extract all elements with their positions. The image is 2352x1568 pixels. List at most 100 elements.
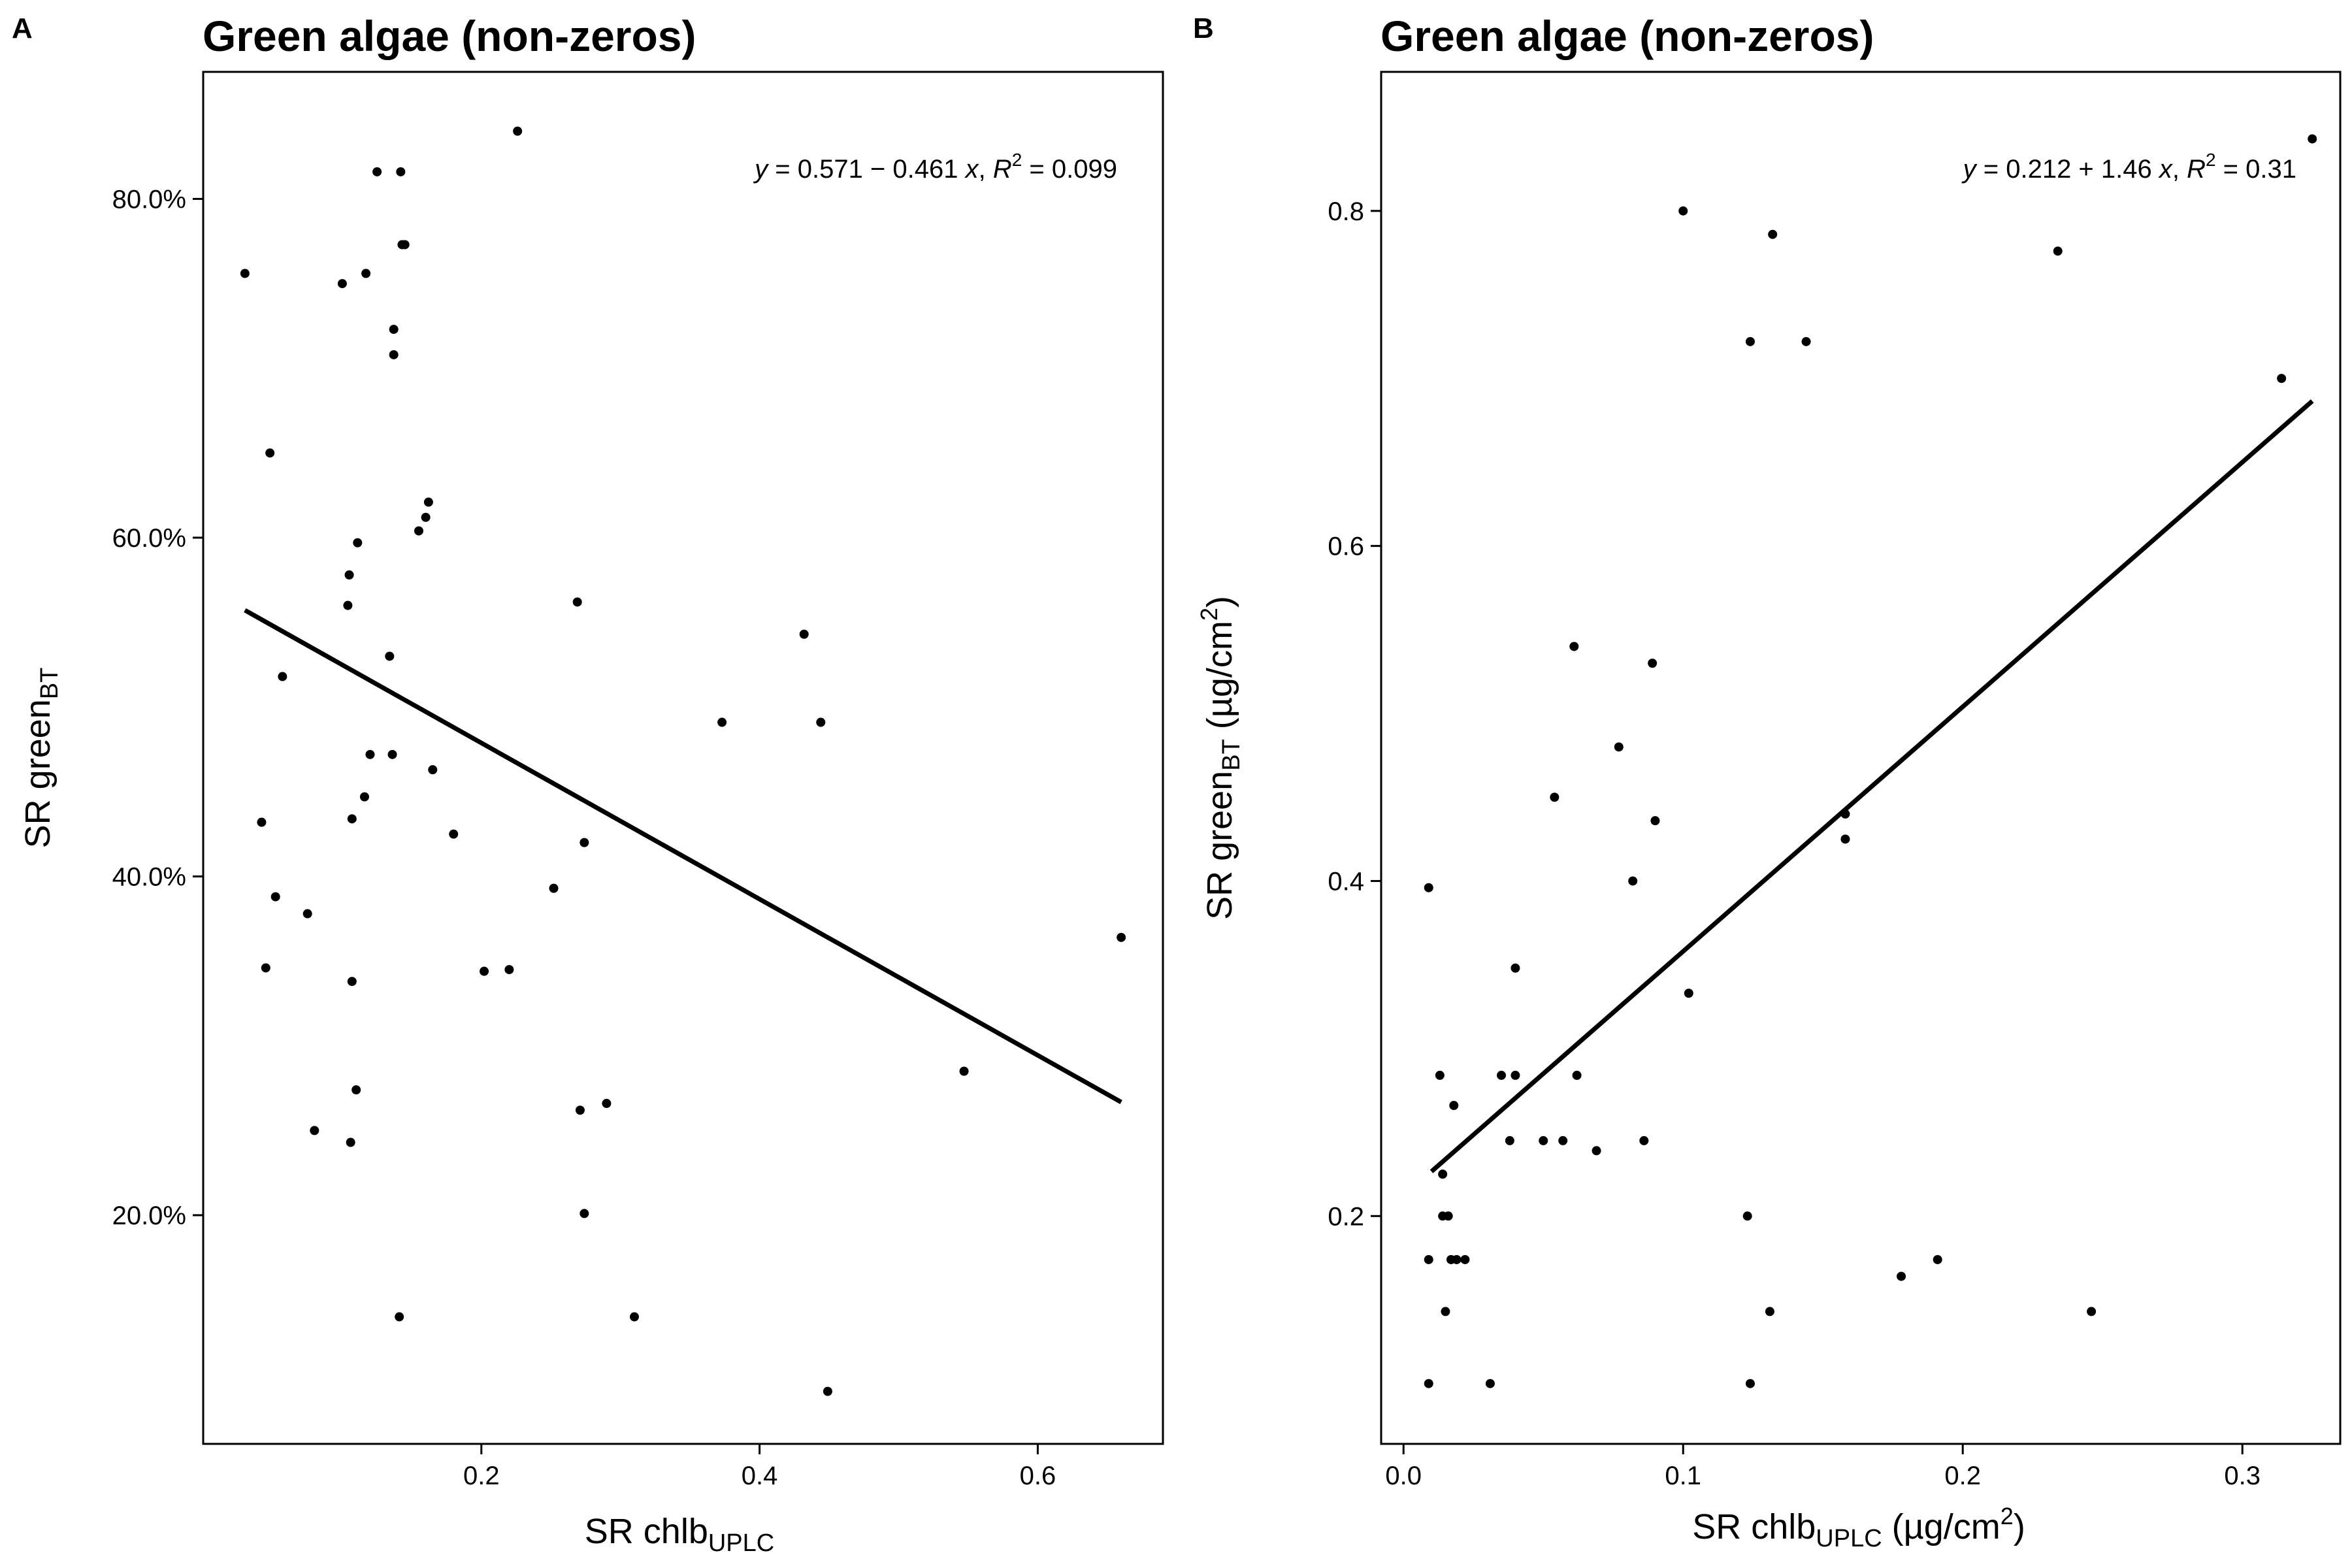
data-point (372, 167, 382, 176)
x-tick-label: 0.1 (1665, 1462, 1701, 1490)
data-point (278, 672, 287, 681)
data-point (1684, 988, 1693, 998)
data-point (265, 448, 275, 458)
x-tick-label: 0.6 (1020, 1462, 1056, 1490)
data-point (449, 829, 459, 839)
data-point (513, 126, 523, 136)
plot-frame (1380, 71, 2342, 1445)
data-point (1742, 1211, 1752, 1221)
data-point (1648, 659, 1658, 668)
data-point (270, 892, 280, 902)
y-tick-label: 80.0% (112, 185, 186, 214)
data-point (337, 279, 347, 289)
data-point (1424, 1254, 1433, 1264)
data-point (365, 749, 375, 759)
data-point (240, 269, 250, 278)
y-tick-label: 0.4 (1328, 867, 1364, 896)
data-point (395, 1312, 404, 1322)
data-point (1678, 206, 1688, 216)
data-point (1572, 1070, 1582, 1080)
data-point (361, 269, 371, 278)
data-point (1443, 1211, 1453, 1221)
x-axis-label: SR chlbUPLC (µg/cm2) (1692, 1503, 2025, 1552)
data-point (1511, 963, 1520, 973)
data-point (1485, 1379, 1495, 1388)
x-axis-label: SR chlbUPLC (585, 1512, 774, 1557)
data-point (1497, 1070, 1507, 1080)
data-point (353, 538, 363, 547)
data-point (2087, 1307, 2097, 1316)
data-point (1897, 1271, 1906, 1281)
data-point (575, 1105, 585, 1115)
x-tick-label: 0.3 (2224, 1462, 2261, 1490)
data-point (717, 717, 727, 727)
x-tick-label: 0.2 (1944, 1462, 1981, 1490)
data-point (2053, 246, 2063, 256)
data-point (572, 597, 582, 607)
data-point (580, 1209, 589, 1218)
data-point (799, 629, 809, 639)
data-point (400, 240, 410, 250)
data-point (1441, 1307, 1450, 1316)
data-point (346, 1137, 355, 1147)
data-point (1505, 1135, 1514, 1145)
data-point (1768, 229, 1778, 239)
fit-line-group (1429, 399, 2314, 1173)
data-point (347, 977, 357, 987)
data-point (1511, 1070, 1520, 1080)
regression-annotation: y = 0.571 − 0.461 x, R2 = 0.099 (753, 150, 1117, 184)
data-point (1449, 1101, 1459, 1111)
x-tick-label: 0.4 (742, 1462, 778, 1490)
data-point (261, 963, 270, 973)
data-point (1424, 1379, 1433, 1388)
data-point (1424, 883, 1433, 892)
data-point (2308, 134, 2317, 144)
x-tick-label: 0.2 (463, 1462, 500, 1490)
y-axis-label: SR greenBT (18, 668, 63, 849)
data-point (1745, 1379, 1755, 1388)
panel-label: B (1193, 12, 1214, 44)
fit-line-group (244, 608, 1122, 1105)
axes: 0.2 0.4 0.6 20.0% 40.0% 60.0% 80.0% (112, 185, 1056, 1490)
data-point (385, 651, 395, 661)
panel-a: A Green algae (non-zeros) 0.2 0.4 0.6 20.0%… (12, 12, 1164, 1557)
y-tick-label: 0.6 (1328, 532, 1364, 561)
data-point (1460, 1254, 1470, 1264)
y-tick-label: 60.0% (112, 524, 186, 553)
data-point (602, 1098, 612, 1108)
data-point (1745, 336, 1755, 346)
data-point (959, 1066, 969, 1076)
points (240, 126, 1126, 1396)
data-point (549, 883, 559, 893)
data-point (1452, 1254, 1462, 1264)
data-point (389, 325, 399, 335)
data-point (1628, 876, 1638, 886)
data-point (1550, 792, 1560, 802)
y-tick-label: 0.2 (1328, 1202, 1364, 1231)
y-tick-label: 20.0% (112, 1201, 186, 1230)
data-point (428, 765, 438, 775)
data-point (343, 600, 353, 610)
data-point (347, 814, 357, 824)
y-tick-label: 0.8 (1328, 197, 1364, 226)
data-point (1639, 1135, 1649, 1145)
data-point (1614, 742, 1624, 752)
data-point (423, 497, 433, 507)
panel-b: B Green algae (non-zeros) 0.0 0.1 0.2 0.3 0.… (1193, 12, 2342, 1552)
data-point (2277, 374, 2287, 384)
fit-line (244, 608, 1122, 1105)
data-point (1569, 642, 1579, 651)
data-point (1539, 1135, 1548, 1145)
data-point (257, 817, 267, 827)
x-tick-label: 0.0 (1385, 1462, 1422, 1490)
data-point (1840, 809, 1850, 819)
data-point (504, 965, 514, 975)
data-point (580, 838, 589, 847)
chart-title: Green algae (non-zeros) (1380, 12, 1874, 60)
data-point (1558, 1135, 1568, 1145)
data-point (1117, 932, 1126, 942)
data-point (421, 512, 431, 522)
plot-frame (202, 71, 1164, 1445)
data-point (1435, 1070, 1445, 1080)
